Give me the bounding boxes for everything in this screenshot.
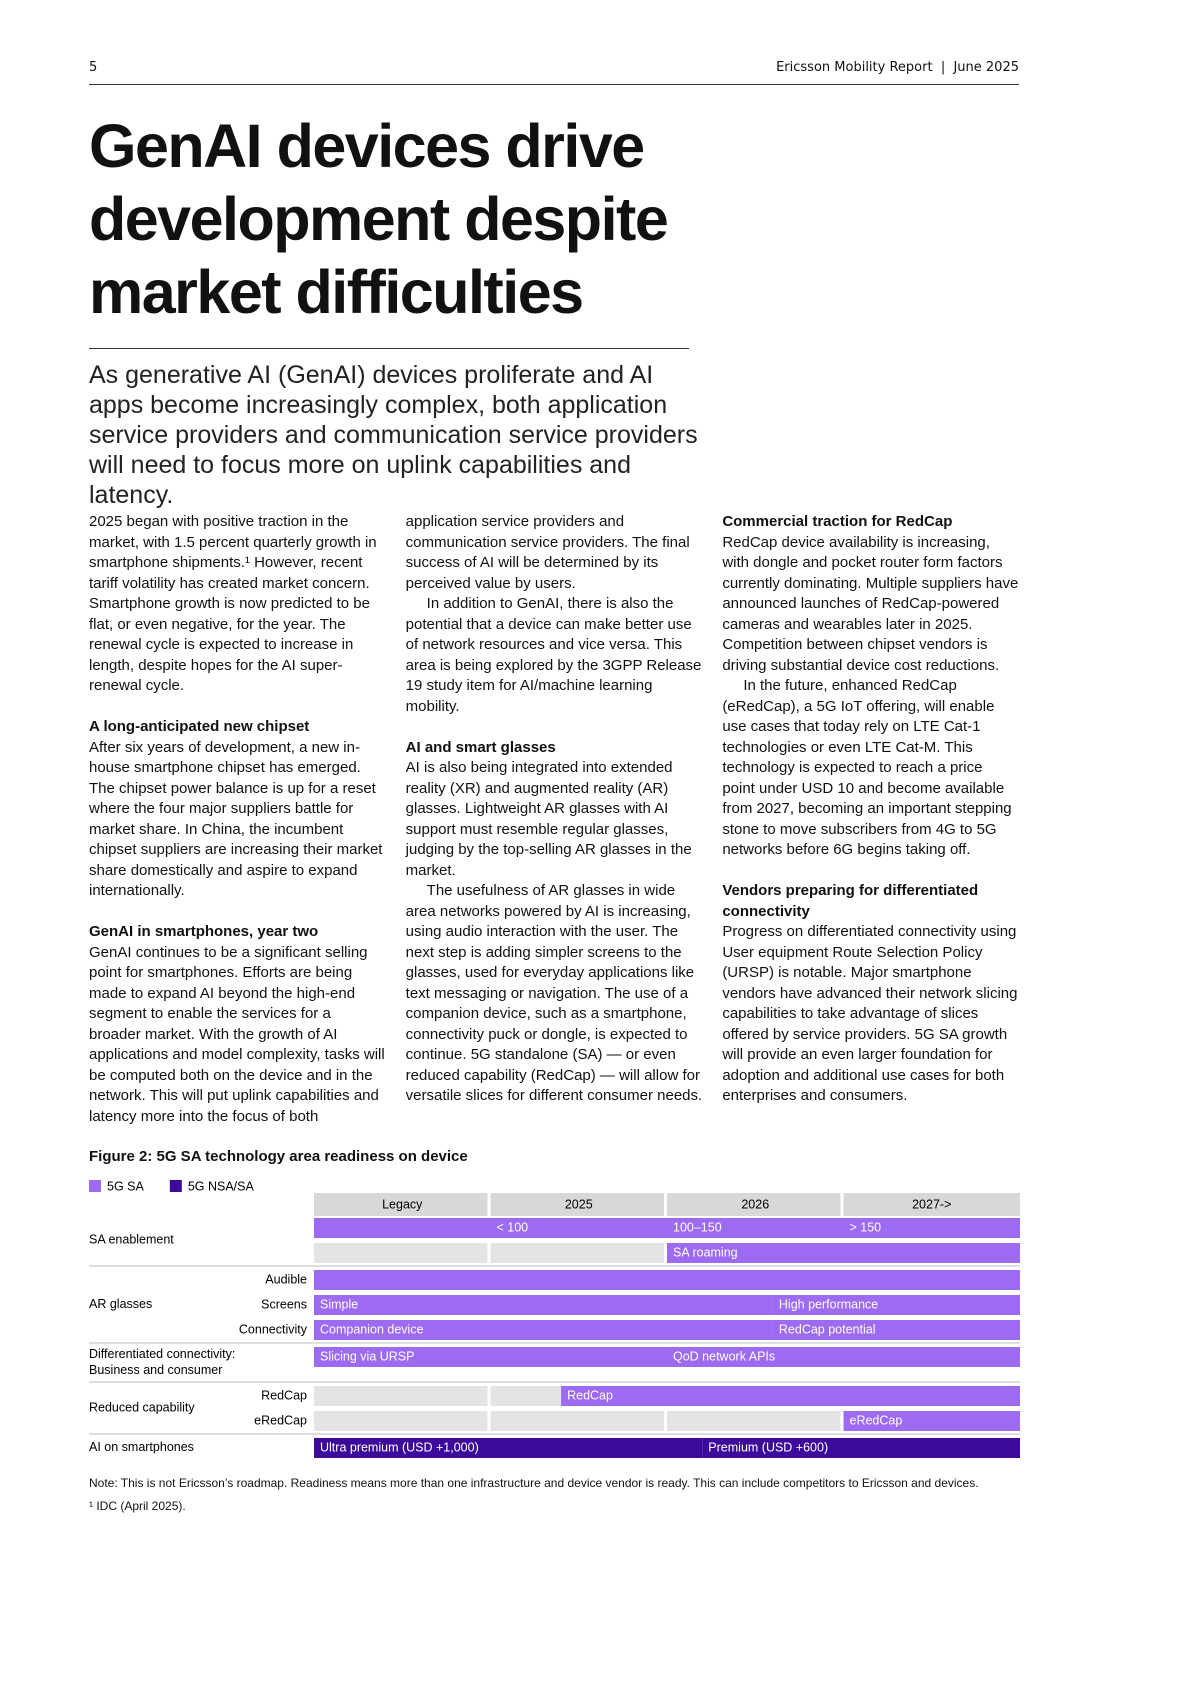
grid-cell (314, 1386, 488, 1406)
paragraph: GenAI continues to be a significant sell… (89, 513, 690, 1125)
readiness-bar (314, 1270, 1020, 1290)
readiness-bar (314, 1320, 773, 1340)
rule (89, 84, 1019, 85)
period-header-cell (843, 1193, 1020, 1216)
readiness-bar (667, 1347, 1020, 1367)
row-group-label: AR glasses (89, 1297, 152, 1311)
grid-cell (667, 1411, 841, 1431)
publication: Ericsson Mobility Report | June 2025 (776, 60, 1019, 75)
paragraph: In the future, enhanced RedCap (eRedCap)… (722, 677, 1012, 858)
bar-label: > 150 (850, 1220, 882, 1234)
readiness-bar (561, 1386, 1020, 1406)
section-heading: AI and smart glasses (405, 738, 556, 756)
row-label: RedCap (261, 1388, 307, 1402)
bar-label: RedCap (567, 1388, 613, 1402)
legend-label: 5G NSA/SA (188, 1179, 255, 1193)
readiness-bar (843, 1411, 1020, 1431)
figure-title: Figure 2: 5G SA technology area readines… (89, 1148, 468, 1165)
footnote: ¹ IDC (April 2025). (89, 1499, 186, 1513)
title: GenAI devices drive development despite … (89, 112, 669, 326)
row-group-label: Reduced capability (89, 1401, 195, 1415)
readiness-bar (314, 1218, 491, 1238)
rule (89, 348, 689, 349)
section-heading: Vendors preparing for differentiated con… (722, 882, 979, 920)
section-heading: A long-anticipated new chipset (89, 718, 310, 735)
readiness-bar (667, 1218, 844, 1238)
readiness-bar (702, 1438, 1020, 1458)
row-label: Connectivity (239, 1322, 308, 1336)
readiness-bar (843, 1218, 1020, 1238)
section-heading: GenAI in smartphones, year two (89, 923, 319, 940)
period-label: Legacy (382, 1197, 423, 1211)
page-number: 5 (89, 60, 98, 75)
grid-cell (314, 1411, 488, 1431)
bar-label: < 100 (497, 1220, 529, 1234)
paragraph: In addition to GenAI, there is also the … (405, 595, 702, 715)
bar-label: Premium (USD +600) (708, 1440, 828, 1454)
period-header-cell (667, 1193, 841, 1216)
legend-swatch (89, 1180, 101, 1192)
figure-note: Note: This is not Ericsson’s roadmap. Re… (89, 1476, 979, 1490)
period-header-cell (314, 1193, 488, 1216)
row-label: eRedCap (254, 1413, 307, 1427)
section: GenAI in smartphones, year two GenAI cont… (89, 512, 702, 1132)
bar-label: High performance (779, 1297, 878, 1311)
paragraph: AI is also being integrated into extende… (405, 759, 692, 879)
bar-label: Simple (320, 1297, 358, 1311)
paragraph: RedCap device availability is increasing… (722, 533, 1019, 674)
bar-label: QoD network APIs (673, 1349, 775, 1363)
bar-label: eRedCap (850, 1413, 903, 1427)
body-text: 2025 began with positive traction in the… (89, 512, 1019, 1132)
legend-label: 5G SA (107, 1179, 144, 1193)
grid-cell (490, 1243, 664, 1263)
figure: 5G SA 5G NSA/SA Legacy 2025 2026 2027-> SA ena… (89, 1179, 1020, 1458)
paragraph: Progress on differentiated connectivity … (722, 923, 1018, 1104)
readiness-bar (772, 1320, 1020, 1340)
grid-cell (490, 1411, 664, 1431)
bar-label: Ultra premium (USD +1,000) (320, 1440, 479, 1454)
paragraph: The usefulness of AR glasses in wide are… (405, 882, 703, 1104)
grid-cell (314, 1243, 488, 1263)
readiness-bar (772, 1295, 1020, 1315)
readiness-bar (314, 1295, 773, 1315)
paragraph: 2025 began with positive traction in the… (89, 513, 377, 694)
row-group-label: Differentiated connectivity: Business and… (89, 1347, 235, 1377)
bar-label: Companion device (320, 1322, 424, 1336)
bar-label: RedCap potential (779, 1322, 876, 1336)
readiness-bar (667, 1243, 1020, 1263)
section: Vendors preparing for differentiated con… (722, 881, 1019, 1107)
readiness-bar (490, 1218, 667, 1238)
section-heading: Commercial traction for RedCap (722, 513, 953, 530)
section: Commercial traction for RedCap RedCap dev… (722, 512, 1019, 861)
paragraph: After six years of development, a new in… (89, 738, 383, 900)
period-label: 2026 (741, 1197, 769, 1211)
section: A long-anticipated new chipset After six … (89, 717, 386, 902)
readiness-bar (314, 1438, 703, 1458)
row-group-label: SA enablement (89, 1233, 174, 1247)
bar-label: SA roaming (673, 1245, 738, 1259)
row-group-label: AI on smartphones (89, 1440, 194, 1454)
legend-swatch (169, 1180, 182, 1192)
row-label: Screens (261, 1297, 307, 1311)
period-header-cell (490, 1193, 664, 1216)
period-label: 2027-> (912, 1197, 951, 1211)
bar-label: Slicing via URSP (320, 1349, 414, 1363)
row-label: Audible (265, 1272, 307, 1286)
lead: As generative AI (GenAI) devices prolife… (89, 361, 698, 509)
readiness-bar (314, 1347, 667, 1367)
section: AI and smart glasses AI is also being int… (406, 738, 703, 1107)
bar-label: 100–150 (673, 1220, 722, 1234)
section: 2025 began with positive traction in the… (89, 512, 386, 697)
period-label: 2025 (565, 1197, 593, 1211)
